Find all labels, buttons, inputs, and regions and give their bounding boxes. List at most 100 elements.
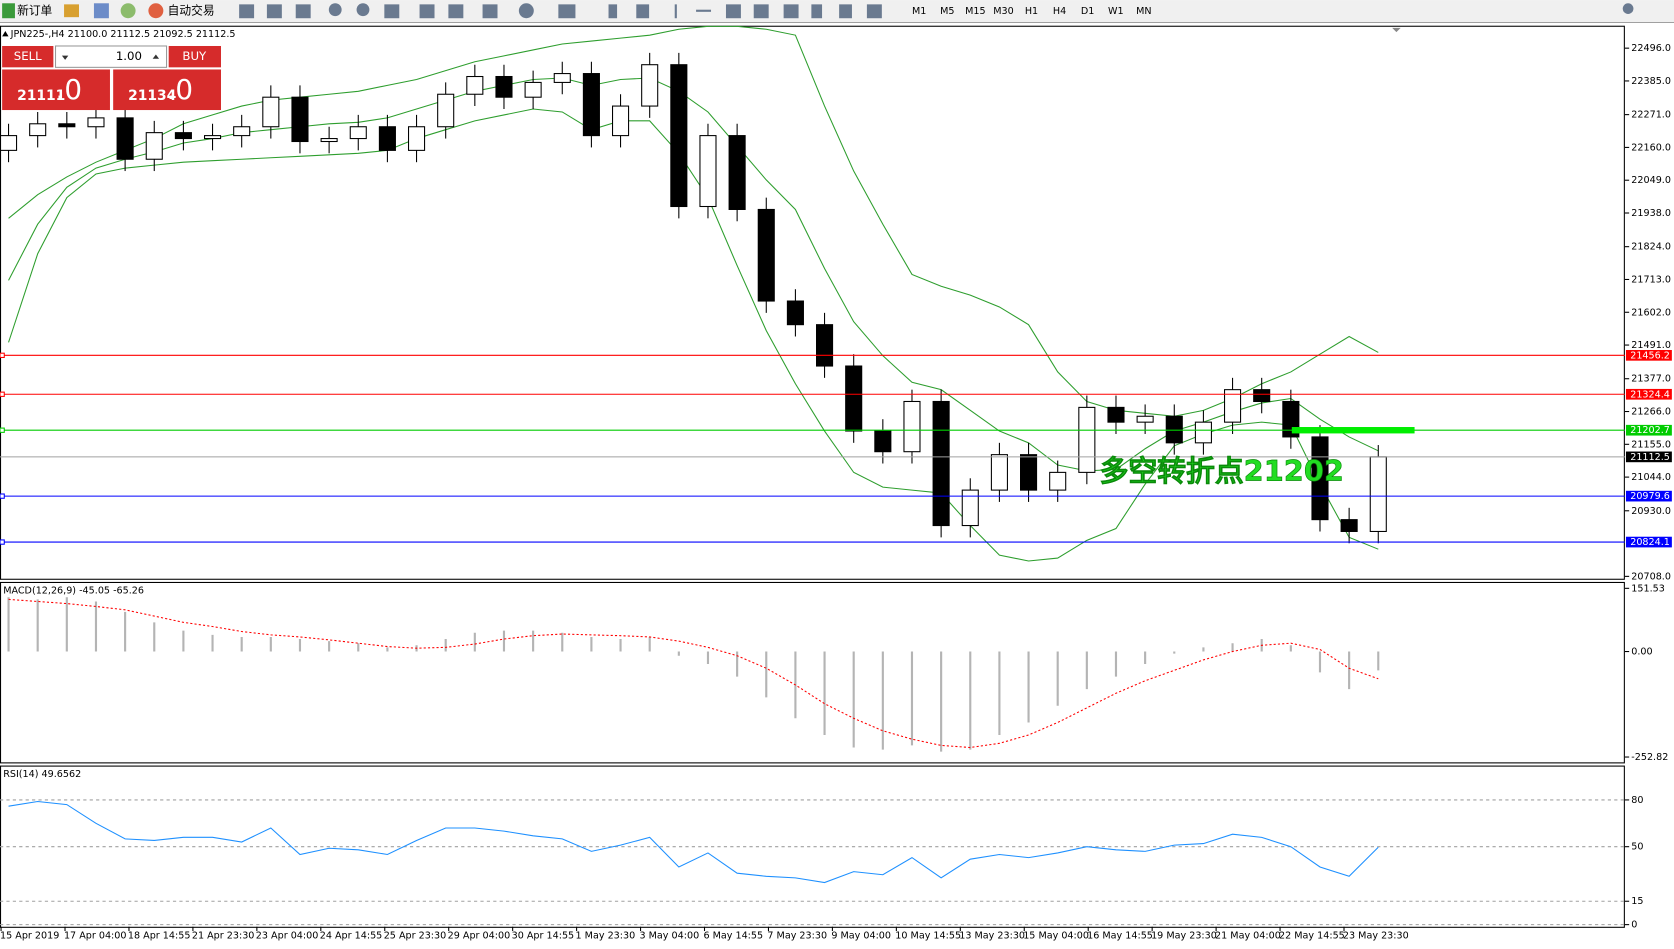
cursor-tool[interactable]	[608, 4, 618, 19]
sell-label[interactable]: SELL	[14, 49, 42, 63]
macd-panel	[0, 581, 1625, 764]
search-icon[interactable]	[1622, 3, 1634, 14]
x-tick-label: 30 Apr 14:55	[512, 930, 575, 941]
x-tick-label: 1 May 23:30	[576, 930, 636, 941]
auto-trade-button[interactable]: 自动交易	[168, 3, 215, 17]
level-label-box	[1625, 349, 1672, 361]
price-title: JPN225-,H4 21100.0 21112.5 21092.5 21112…	[10, 29, 236, 40]
collapse-arrow[interactable]	[2, 31, 9, 37]
toolbar-icon[interactable]	[266, 4, 282, 19]
candle-body	[262, 96, 280, 128]
x-tick-label: 23 May 23:30	[1343, 930, 1409, 941]
y-tick-label: 21266.0	[1631, 407, 1671, 418]
candle-body	[582, 73, 600, 137]
timeframe-button[interactable]: D1	[1081, 6, 1095, 17]
price-plot	[0, 25, 1387, 562]
candle-body	[378, 126, 396, 151]
y-tick-label: 21377.0	[1631, 374, 1671, 385]
toolbar-icon[interactable]	[239, 4, 255, 19]
toolbar-icon[interactable]	[866, 4, 882, 19]
level-handle	[0, 391, 5, 397]
level-label: 21456.2	[1630, 350, 1670, 361]
candle-body	[495, 75, 513, 98]
level-label: 21324.4	[1630, 389, 1670, 400]
macd-title: MACD(12,26,9) -45.05 -65.26	[3, 585, 144, 596]
price-panel	[0, 25, 1625, 580]
level-handle	[0, 493, 5, 499]
text-tool[interactable]	[811, 4, 823, 19]
y-tick-label: 15	[1631, 896, 1643, 907]
toolbar-icon[interactable]	[384, 4, 400, 19]
toolbar-icon[interactable]	[93, 3, 109, 19]
x-tick-label: 21 Apr 23:30	[192, 930, 255, 941]
toolbar-icon[interactable]	[558, 4, 576, 19]
candle-body	[670, 64, 688, 208]
crosshair-tool[interactable]	[636, 4, 650, 19]
x-tick-label: 22 May 14:55	[1279, 930, 1345, 941]
label-tool[interactable]	[839, 4, 852, 19]
y-tick-label: 80	[1631, 795, 1643, 806]
candle-body	[116, 117, 134, 160]
lot-decrease[interactable]	[61, 55, 69, 60]
candle-body	[553, 73, 571, 83]
x-tick-label: 19 May 23:30	[1151, 930, 1217, 941]
buy-button[interactable]	[168, 45, 221, 68]
rsi-plot	[0, 799, 1625, 926]
lot-increase[interactable]	[152, 54, 160, 59]
toolbar-icon[interactable]	[328, 3, 342, 17]
y-tick-label: 151.53	[1631, 583, 1665, 594]
buy-price-tail[interactable]: .0	[167, 73, 193, 106]
new-order-button[interactable]: 新订单	[17, 3, 52, 17]
y-tick-label: 0.00	[1631, 647, 1652, 658]
hline-tool[interactable]	[696, 9, 712, 12]
timeframe-button[interactable]: W1	[1108, 6, 1124, 17]
candle-body	[1136, 415, 1154, 423]
toolbar-icon[interactable]	[482, 4, 498, 19]
buy-label[interactable]: BUY	[182, 49, 207, 63]
toolbar-icon[interactable]	[518, 3, 534, 19]
timeframe-button[interactable]: H1	[1025, 6, 1038, 17]
candle-body	[1107, 406, 1125, 423]
trendline-tool[interactable]	[725, 4, 741, 19]
y-tick-label: 20708.0	[1631, 571, 1671, 582]
toolbar-icon[interactable]	[295, 4, 311, 19]
level-handle	[0, 352, 5, 359]
x-tick-label: 17 Apr 04:00	[64, 930, 127, 941]
candle-body	[699, 135, 717, 208]
rsi-title: RSI(14) 49.6562	[3, 769, 81, 780]
candle-body	[757, 208, 775, 302]
y-tick-label: 50	[1631, 842, 1643, 853]
sell-price[interactable]: 21111	[17, 88, 65, 104]
sell-button[interactable]	[2, 45, 54, 68]
sell-price-tail[interactable]: .0	[56, 73, 82, 106]
candle-body	[349, 126, 367, 140]
y-tick-label: -252.82	[1631, 752, 1668, 763]
toolbar-icon[interactable]	[120, 3, 136, 19]
toolbar-icon[interactable]	[783, 4, 799, 19]
auto-trade-icon[interactable]	[148, 3, 164, 19]
candle-body	[320, 138, 338, 143]
sell-price-box[interactable]	[2, 69, 110, 111]
timeframe-button[interactable]: M5	[940, 6, 954, 17]
x-tick-label: 18 Apr 14:55	[128, 930, 191, 941]
lot-value[interactable]: 1.00	[116, 49, 142, 63]
toolbar-icon[interactable]	[419, 4, 435, 19]
timeframe-button[interactable]: M1	[912, 6, 926, 17]
timeframe-button[interactable]: M15	[965, 6, 986, 17]
toolbar-icon[interactable]	[356, 3, 370, 17]
timeframe-button[interactable]: H4	[1053, 6, 1066, 17]
new-order-icon[interactable]	[2, 3, 15, 19]
timeframe-button[interactable]: MN	[1136, 6, 1151, 17]
toolbar-icon[interactable]	[64, 4, 80, 18]
vline-tool[interactable]	[674, 4, 677, 19]
toolbar-icon[interactable]	[753, 4, 769, 19]
timeframe-button[interactable]: M30	[993, 6, 1014, 17]
annotation: 多空转折点21202	[1100, 454, 1344, 488]
lot-input[interactable]	[54, 45, 168, 68]
candle-body	[174, 132, 192, 140]
candle-body	[961, 489, 979, 527]
toolbar-icon[interactable]	[448, 4, 464, 19]
buy-price-box[interactable]	[113, 69, 221, 111]
buy-price[interactable]: 21134	[128, 88, 176, 104]
y-tick-label: 21155.0	[1631, 439, 1671, 450]
